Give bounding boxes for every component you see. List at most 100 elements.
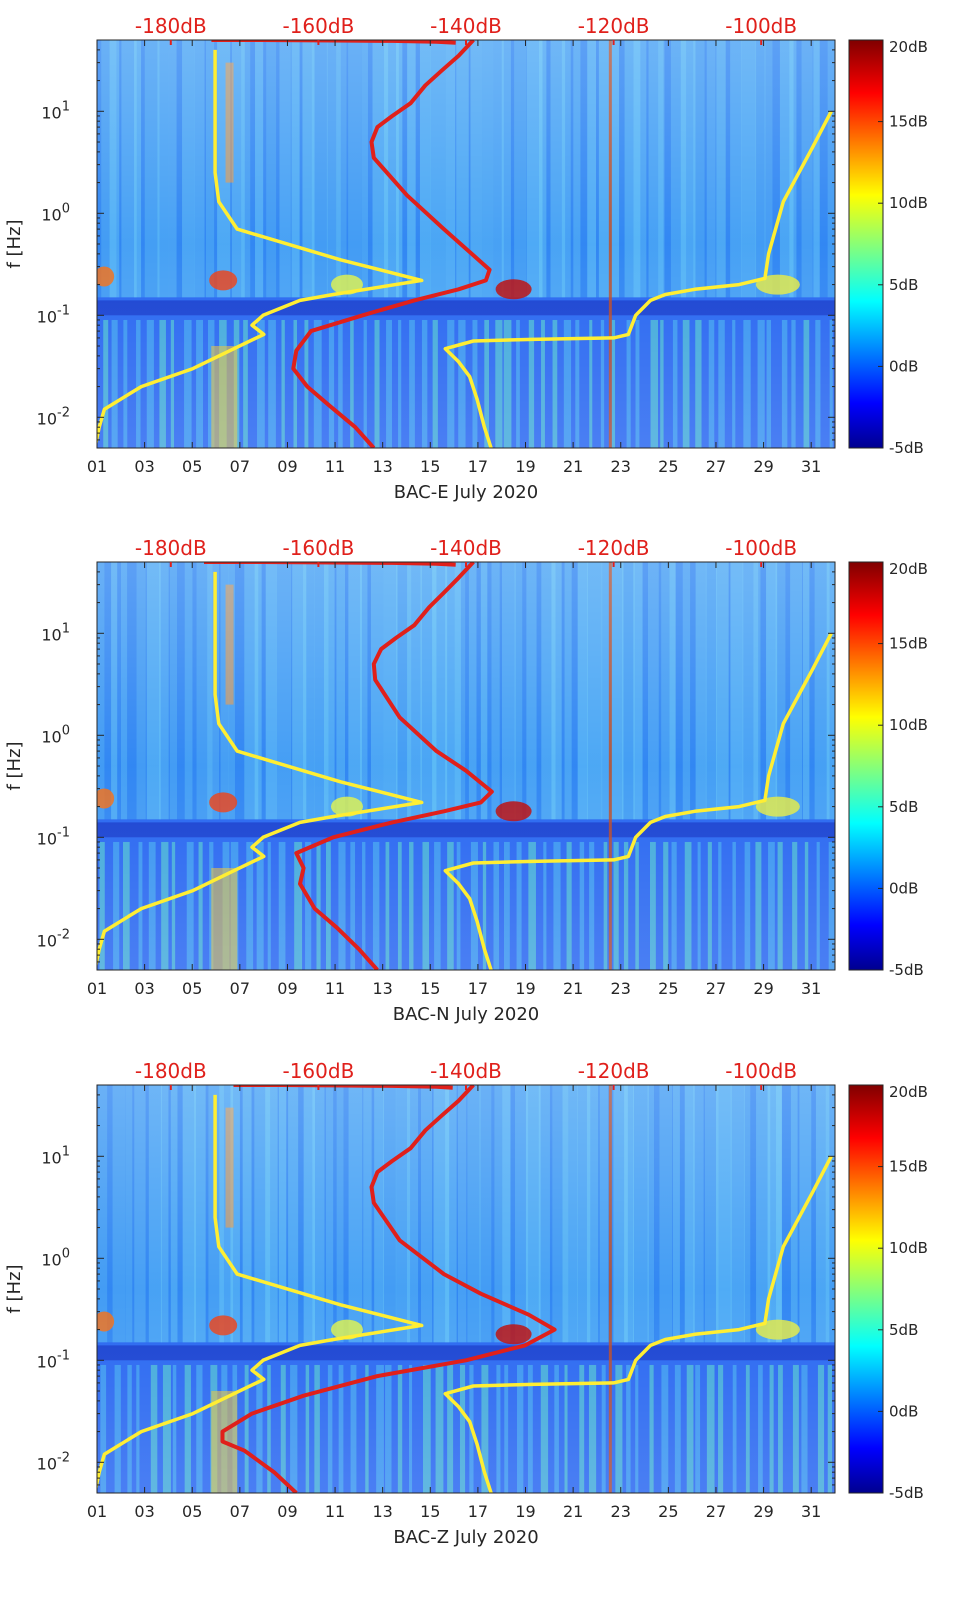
y-axis-label: f [Hz] xyxy=(4,1264,25,1313)
colorbar-label: 15dB xyxy=(889,1158,928,1176)
x-tick-label: 25 xyxy=(658,1502,678,1521)
y-tick-label: 101 xyxy=(41,99,70,122)
x-tick-label: 21 xyxy=(563,979,583,998)
spectrogram-shade xyxy=(97,1085,835,1493)
y-tick-base: 10 xyxy=(37,1454,57,1473)
noise-curve-4 xyxy=(233,1085,453,1090)
spectrogram-3 xyxy=(97,1085,835,1493)
top-db-label: -120dB xyxy=(578,14,650,38)
y-tick-exponent: -2 xyxy=(57,405,70,420)
x-tick-label: 29 xyxy=(753,457,773,476)
x-tick-label: 23 xyxy=(611,457,631,476)
y-tick-label: 10-2 xyxy=(37,927,70,950)
noise-curve-1 xyxy=(97,49,424,447)
x-tick-label: 13 xyxy=(372,979,392,998)
y-tick-exponent: -1 xyxy=(57,1348,70,1363)
colorbar xyxy=(848,1084,884,1494)
spectrogram-shade xyxy=(97,40,835,448)
top-db-label: -120dB xyxy=(578,536,650,560)
y-tick-label: 10-2 xyxy=(37,1450,70,1473)
colorbar-label: 5dB xyxy=(889,1321,918,1339)
x-tick-label: 19 xyxy=(515,1502,535,1521)
x-tick-label: 05 xyxy=(182,457,202,476)
x-tick-label: 03 xyxy=(134,457,154,476)
y-tick-base: 10 xyxy=(37,1352,57,1371)
colorbar-label: -5dB xyxy=(889,1484,924,1502)
x-tick-label: 11 xyxy=(325,1502,345,1521)
colorbar-label: 10dB xyxy=(889,1239,928,1257)
colorbar-label: 15dB xyxy=(889,113,928,131)
spectrogram-shade xyxy=(97,562,835,970)
colorbar-label: 20dB xyxy=(889,1083,928,1101)
y-tick-exponent: 0 xyxy=(62,723,70,738)
x-tick-label: 09 xyxy=(277,1502,297,1521)
noise-curve-4 xyxy=(204,562,456,567)
colorbar-label: -5dB xyxy=(889,961,924,979)
colorbar xyxy=(848,561,884,971)
colorbar-label: 5dB xyxy=(889,276,918,294)
x-tick-label: 01 xyxy=(87,457,107,476)
x-tick-label: 21 xyxy=(563,1502,583,1521)
x-tick-label: 03 xyxy=(134,1502,154,1521)
top-db-label: -100dB xyxy=(725,1059,797,1083)
y-tick-base: 10 xyxy=(41,1250,61,1269)
x-tick-label: 01 xyxy=(87,1502,107,1521)
x-tick-label: 17 xyxy=(468,979,488,998)
x-tick-label: 15 xyxy=(420,979,440,998)
x-tick-label: 13 xyxy=(372,457,392,476)
y-tick-label: 10-1 xyxy=(37,825,70,848)
noise-curve-4 xyxy=(211,40,456,45)
x-tick-label: 13 xyxy=(372,1502,392,1521)
spectrogram-1 xyxy=(97,40,835,448)
y-axis-label: f [Hz] xyxy=(4,741,25,790)
y-tick-base: 10 xyxy=(41,727,61,746)
y-axis-label: f [Hz] xyxy=(4,219,25,268)
x-tick-label: 17 xyxy=(468,457,488,476)
x-tick-label: 21 xyxy=(563,457,583,476)
y-tick-base: 10 xyxy=(37,931,57,950)
x-tick-label: 31 xyxy=(801,457,821,476)
top-db-label: -140dB xyxy=(430,1059,502,1083)
x-tick-label: 07 xyxy=(230,1502,250,1521)
x-tick-label: 27 xyxy=(706,457,726,476)
top-db-label: -180dB xyxy=(135,14,207,38)
y-tick-exponent: -2 xyxy=(57,1450,70,1465)
x-tick-label: 23 xyxy=(611,979,631,998)
colorbar-label: 5dB xyxy=(889,798,918,816)
y-tick-label: 101 xyxy=(41,1144,70,1167)
top-db-label: -160dB xyxy=(282,1059,354,1083)
y-tick-label: 101 xyxy=(41,621,70,644)
noise-curve-3 xyxy=(294,562,494,970)
x-tick-label: 09 xyxy=(277,979,297,998)
colorbar-label: 20dB xyxy=(889,38,928,56)
top-db-label: -180dB xyxy=(135,1059,207,1083)
y-tick-label: 10-2 xyxy=(37,405,70,428)
y-tick-exponent: -1 xyxy=(57,303,70,318)
y-tick-base: 10 xyxy=(41,1148,61,1167)
y-tick-exponent: -2 xyxy=(57,927,70,942)
y-tick-base: 10 xyxy=(37,307,57,326)
y-tick-base: 10 xyxy=(41,205,61,224)
noise-curve-1 xyxy=(97,1094,424,1492)
x-tick-label: 31 xyxy=(801,979,821,998)
top-db-label: -140dB xyxy=(430,14,502,38)
x-tick-label: 09 xyxy=(277,457,297,476)
y-tick-exponent: 0 xyxy=(62,201,70,216)
x-tick-label: 31 xyxy=(801,1502,821,1521)
x-tick-label: 15 xyxy=(420,1502,440,1521)
x-tick-label: 05 xyxy=(182,1502,202,1521)
colorbar-label: 10dB xyxy=(889,194,928,212)
y-tick-label: 100 xyxy=(41,723,70,746)
x-tick-label: 19 xyxy=(515,979,535,998)
x-axis-label: BAC-E July 2020 xyxy=(394,482,538,503)
y-tick-exponent: 1 xyxy=(62,99,70,114)
x-tick-label: 17 xyxy=(468,1502,488,1521)
x-tick-label: 11 xyxy=(325,457,345,476)
colorbar-label: 20dB xyxy=(889,560,928,578)
top-db-label: -100dB xyxy=(725,536,797,560)
colorbar-label: 0dB xyxy=(889,879,918,897)
y-tick-base: 10 xyxy=(37,409,57,428)
